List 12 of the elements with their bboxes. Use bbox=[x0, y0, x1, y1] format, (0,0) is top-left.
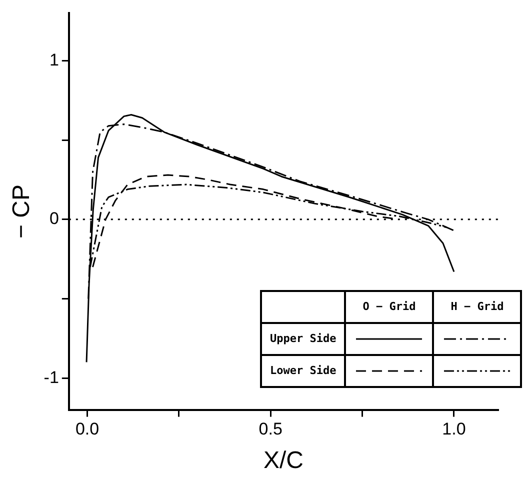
annotation: Upper Side bbox=[261, 322, 346, 355]
y-tick-label: -1 bbox=[44, 368, 59, 387]
y-tick-label: 0 bbox=[49, 209, 59, 228]
x-tick-label: 0.5 bbox=[258, 420, 282, 439]
annotation: Lower Side bbox=[261, 354, 346, 387]
annotation: H − Grid bbox=[433, 290, 522, 323]
x-tick-label: 1.0 bbox=[442, 420, 466, 439]
annotation: O − Grid bbox=[345, 290, 434, 323]
y-tick-label: 1 bbox=[49, 50, 59, 70]
y-axis-title: − CP bbox=[8, 184, 36, 239]
x-tick-label: 0.0 bbox=[75, 420, 100, 439]
x-axis-title: X/C bbox=[263, 447, 304, 474]
